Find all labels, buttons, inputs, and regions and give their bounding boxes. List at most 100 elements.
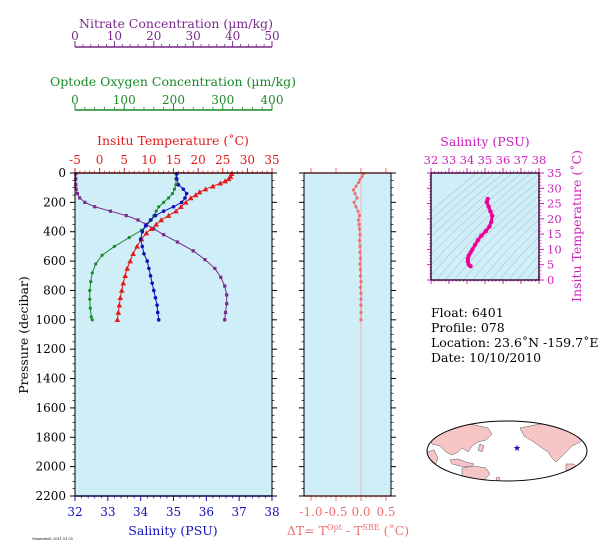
oxygen-point bbox=[94, 262, 98, 266]
salinity-point bbox=[156, 318, 161, 322]
ts-density-contour bbox=[431, 173, 523, 256]
salinity-point bbox=[148, 218, 153, 222]
salinity-point bbox=[148, 273, 153, 278]
ts-density-contour bbox=[481, 219, 539, 280]
oxygen-point bbox=[100, 253, 104, 257]
float-info: Float: 6401 Profile: 078 Location: 23.6˚… bbox=[431, 305, 598, 365]
ts-salinity-tick-label: 33 bbox=[442, 153, 457, 167]
delta_t-point bbox=[352, 200, 356, 204]
delta_t-point bbox=[355, 196, 359, 200]
ts-point bbox=[468, 264, 473, 269]
salinity-tick-label: 32 bbox=[67, 505, 82, 519]
oxygen-tick-label: 300 bbox=[211, 93, 234, 107]
map-land-australia bbox=[461, 465, 491, 481]
nitrate-point bbox=[83, 200, 87, 204]
temperature-tick-label: 0 bbox=[96, 153, 104, 167]
oxygen-point bbox=[112, 244, 116, 249]
oxygen-tick-label: 0 bbox=[71, 93, 79, 107]
main-panel-frame bbox=[74, 172, 273, 497]
oxygen-point bbox=[88, 306, 92, 310]
pressure-tick-label: 1400 bbox=[35, 372, 66, 386]
oxygen-tick-label: 400 bbox=[261, 93, 284, 107]
delta-t-label-main: ΔT= T bbox=[287, 523, 328, 538]
delta_t-point bbox=[356, 218, 361, 222]
salinity-point bbox=[153, 213, 158, 218]
nitrate-point bbox=[213, 266, 217, 271]
delta-t-panel: -1.0 -0.5 0.0 0.5 ΔT= TOpt - TSBE (˚C) bbox=[287, 168, 409, 538]
ts-density-contours bbox=[431, 173, 539, 280]
delta_t-point bbox=[359, 291, 363, 295]
delta_t-point bbox=[359, 297, 363, 301]
oxygen-point bbox=[88, 288, 92, 293]
temperature-point bbox=[210, 183, 216, 189]
delta_t-series bbox=[351, 172, 366, 322]
pressure-tick-label: 2000 bbox=[35, 460, 66, 474]
temperature-point bbox=[115, 309, 122, 315]
temperature-point bbox=[114, 317, 121, 323]
salinity-tick-label: 34 bbox=[133, 505, 149, 519]
salinity-point bbox=[155, 303, 159, 307]
nitrate-point bbox=[93, 205, 97, 209]
nitrate-axis: Nitrate Concentration (µm/kg) 0 10 20 30 40 5… bbox=[71, 16, 280, 48]
pressure-tick-label: 400 bbox=[43, 225, 66, 239]
pressure-tick-label: 600 bbox=[43, 254, 66, 268]
salinity-tick-label: 38 bbox=[264, 505, 279, 519]
nitrate-point bbox=[223, 318, 227, 322]
ts-salinity-tick-label: 32 bbox=[424, 153, 439, 167]
delta-t-tick-label: 0.5 bbox=[376, 505, 395, 519]
salinity-point bbox=[174, 177, 179, 181]
profile-number: Profile: 078 bbox=[431, 320, 505, 335]
world-map: ★ bbox=[426, 420, 588, 482]
ts-point bbox=[484, 199, 489, 205]
nitrate-point bbox=[175, 240, 180, 244]
ts-density-contour bbox=[526, 264, 539, 280]
ts-point bbox=[489, 219, 494, 225]
temperature-point bbox=[116, 302, 123, 308]
nitrate-point bbox=[136, 218, 140, 222]
pressure-tick-label: 2200 bbox=[35, 489, 66, 503]
salinity-point bbox=[153, 295, 158, 300]
pressure-tick-label: 1200 bbox=[35, 342, 66, 356]
oxygen-point bbox=[157, 205, 161, 209]
ts-density-contour bbox=[431, 173, 478, 212]
salinity-tick-label: 36 bbox=[199, 505, 214, 519]
nitrate-point bbox=[75, 191, 79, 196]
salinity-point bbox=[147, 266, 151, 271]
ts-temperature-tick-label: 35 bbox=[547, 166, 562, 180]
temperature-point bbox=[117, 294, 124, 301]
ts-salinity-tick-label: 37 bbox=[514, 153, 529, 167]
temperature-tick-label: 30 bbox=[240, 153, 255, 167]
temperature-point bbox=[118, 287, 125, 293]
ts-salinity-tick-label: 36 bbox=[496, 153, 511, 167]
salinity-point bbox=[142, 251, 146, 256]
salinity-point bbox=[174, 171, 179, 176]
temperature-point bbox=[178, 203, 184, 210]
ts-temperature-tick-label: 15 bbox=[547, 227, 562, 241]
float-id: Float: 6401 bbox=[431, 305, 504, 320]
temperature-axis-label: Insitu Temperature (˚C) bbox=[97, 133, 249, 148]
salinity-point bbox=[152, 288, 156, 293]
salinity-series bbox=[138, 171, 189, 322]
nitrate-point bbox=[124, 213, 128, 218]
nitrate-point bbox=[223, 310, 228, 315]
pressure-tick-label: 1800 bbox=[35, 430, 66, 444]
ts-salinity-axis-label: Salinity (PSU) bbox=[440, 134, 529, 149]
nitrate-point bbox=[225, 302, 229, 306]
delta-t-axis-label: ΔT= TOpt - TSBE (˚C) bbox=[287, 523, 409, 538]
ts-density-contour bbox=[517, 254, 539, 280]
nitrate-point bbox=[225, 293, 229, 297]
nitrate-point bbox=[78, 196, 82, 200]
ts-point bbox=[487, 224, 492, 229]
salinity-point bbox=[140, 229, 145, 234]
temperature-point bbox=[130, 250, 136, 256]
temperature-point bbox=[222, 178, 229, 184]
salinity-point bbox=[140, 244, 145, 249]
temperature-point bbox=[173, 208, 179, 214]
oxygen-point bbox=[166, 196, 171, 200]
nitrate-tick-label: 20 bbox=[146, 29, 161, 43]
salinity-tick-label: 37 bbox=[232, 505, 247, 519]
ts-temperature-tick-label: 5 bbox=[547, 258, 554, 272]
ts-temperature-tick-label: 20 bbox=[547, 212, 562, 226]
oxygen-axis-label: Optode Oxygen Concentration (µm/kg) bbox=[50, 74, 296, 89]
delta_t-point bbox=[358, 268, 363, 272]
